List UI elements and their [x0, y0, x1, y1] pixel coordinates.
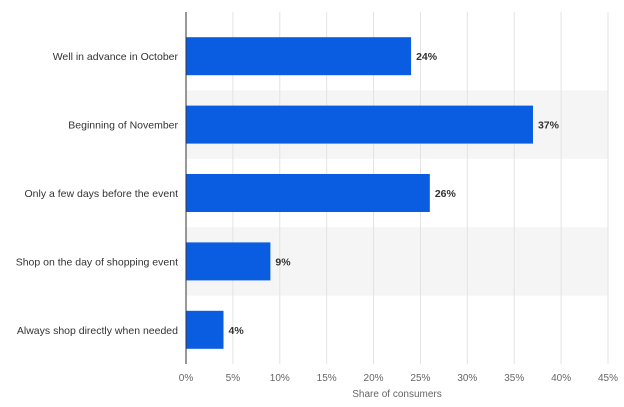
x-tick-label: 40%: [551, 373, 571, 384]
bar: [186, 242, 271, 281]
data-label: 4%: [229, 325, 245, 337]
category-label: Always shop directly when needed: [17, 325, 178, 337]
category-label: Well in advance in October: [53, 51, 179, 63]
x-tick-label: 30%: [457, 373, 477, 384]
data-label: 24%: [416, 51, 438, 63]
x-tick-label: 45%: [598, 373, 618, 384]
x-tick-label: 25%: [410, 373, 430, 384]
data-labels: 24% 37% 26% 9% 4%: [229, 51, 560, 337]
x-tick-label: 35%: [504, 373, 524, 384]
x-tick-label: 20%: [364, 373, 384, 384]
data-label: 26%: [435, 188, 457, 200]
bar: [186, 174, 430, 212]
row-bands: [186, 90, 608, 296]
category-label: Shop on the day of shopping event: [16, 256, 178, 268]
x-tick-label: 10%: [270, 373, 290, 384]
bar: [186, 105, 533, 144]
bar: [186, 37, 412, 76]
data-label: 37%: [538, 120, 560, 132]
x-axis-title: Share of consumers: [352, 389, 442, 400]
category-label: Beginning of November: [68, 120, 178, 132]
data-label: 9%: [275, 256, 291, 268]
x-tick-labels: 0% 5% 10% 15% 20% 25% 30% 35% 40% 45%: [179, 373, 618, 384]
bars: [186, 37, 533, 349]
x-tick-label: 0%: [179, 373, 194, 384]
category-label: Only a few days before the event: [24, 188, 178, 200]
x-tick-label: 5%: [226, 373, 241, 384]
x-tick-label: 15%: [317, 373, 337, 384]
bar: [186, 310, 224, 349]
category-labels: Well in advance in October Beginning of N…: [16, 51, 179, 337]
